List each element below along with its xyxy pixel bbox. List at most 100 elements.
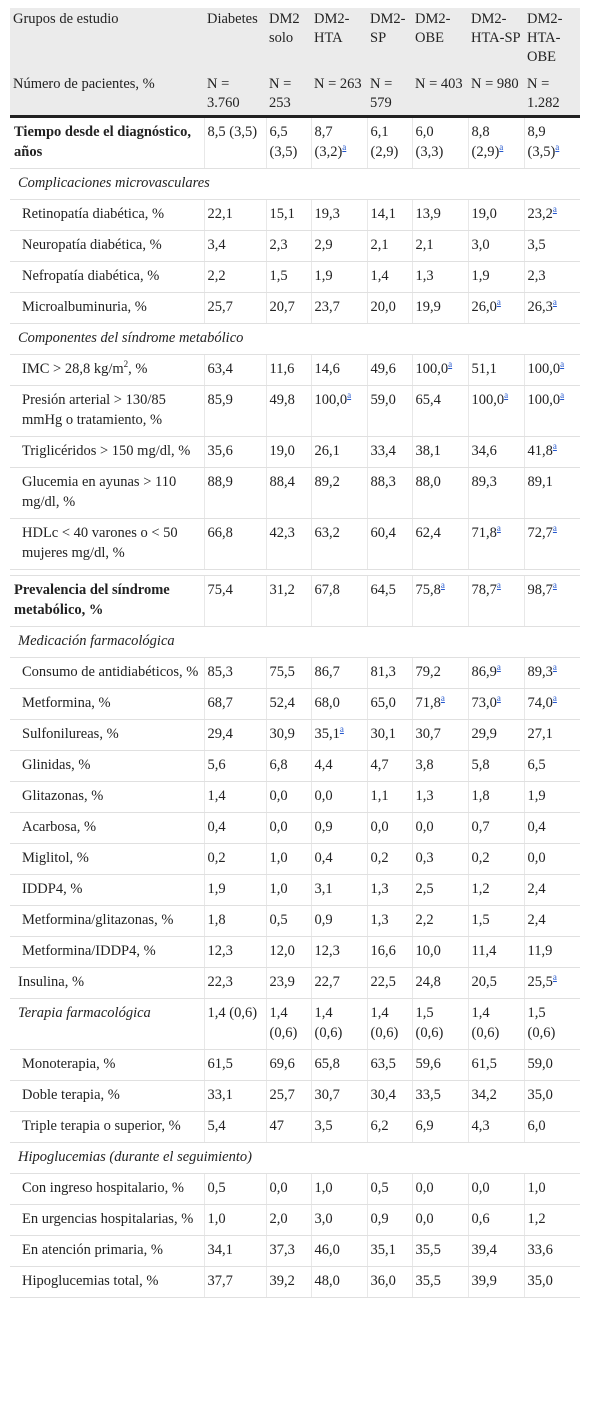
cell-value: 0,0 [269,819,288,835]
value-cell: 11,6 [266,354,312,386]
value-cell: 0,0 [311,781,368,813]
value-cell: 6,0 (3,3) [412,116,469,169]
footnote-mark: a [553,662,557,672]
section-header-row: Medicación farmacológica [10,626,580,658]
table-row: En atención primaria, % 34,1 37,3 46,0 35,1 3… [10,1235,580,1267]
cell-value: 2,2 [415,912,434,928]
cell-value: 19,3 [314,206,340,222]
table-row: Presión arterial > 130/85 mmHg o tratami… [10,385,580,437]
footnote-link[interactable]: a [496,662,501,673]
value-cell: 33,6 [524,1235,580,1267]
cell-value: 79,2 [415,664,441,680]
cell-value: 22,5 [370,974,396,990]
value-cell: 1,4 (0,6) [311,998,368,1050]
value-cell: 30,4 [367,1080,413,1112]
value-cell: 26,1 [311,436,368,468]
cell-value: 3,1 [314,881,333,897]
footnote-mark: a [497,297,501,307]
cell-value: 5,4 [207,1118,226,1134]
section-title: Complicaciones microvasculares [10,168,580,200]
table-row: Tiempo desde el diagnóstico, años 8,5 (3,… [10,116,580,169]
cell-value: 23,9 [269,974,295,990]
value-cell: 6,5 (3,5) [266,116,312,169]
value-cell: 6,9 [412,1111,469,1143]
footnote-link[interactable]: a [339,724,344,735]
cell-value: 64,5 [370,582,396,598]
row-label-text: Prevalencia del síndrome metabólico, % [14,582,170,618]
row-label-text: Triple terapia o superior, % [22,1118,181,1134]
value-cell: 1,1 [367,781,413,813]
row-label: Monoterapia, % [10,1049,205,1081]
cell-value: 0,2 [207,850,226,866]
value-cell: 26,3a [524,292,580,324]
value-cell: 3,0 [468,230,525,262]
cell-value: 22,7 [314,974,340,990]
cell-value: 1,4 (0,6) [207,1005,258,1021]
table-header: Grupos de estudio Diabetes DM2 solo DM2-HTA… [10,8,580,118]
header-group-cell-3: DM2-HTA [311,8,367,73]
footnote-link[interactable]: a [555,142,560,153]
footnote-mark: a [347,390,351,400]
footnote-mark: a [504,390,508,400]
cell-value: 19,0 [471,206,497,222]
footnote-mark: a [441,580,445,590]
row-label-text: Retinopatía diabética, % [22,206,165,222]
value-cell: 86,9a [468,657,525,689]
table-row: Nefropatía diabética, % 2,2 1,5 1,9 1,4 1,3 1,… [10,261,580,293]
row-label: Tiempo desde el diagnóstico, años [10,116,205,169]
footnote-link[interactable]: a [496,580,501,591]
value-cell: 2,0 [266,1204,312,1236]
results-table: Grupos de estudio Diabetes DM2 solo DM2-HTA… [10,8,580,1298]
cell-value: 0,5 [269,912,288,928]
row-label-text: HDLc < 40 varones o < 50 mujeres mg/dl, … [22,525,178,561]
value-cell: 6,5 [524,750,580,782]
footnote-link[interactable]: a [552,693,557,704]
value-cell: 2,9 [311,230,368,262]
footnote-link[interactable]: a [560,390,565,401]
footnote-link[interactable]: a [552,441,557,452]
row-label-text: Metformina/glitazonas, % [22,912,174,928]
value-cell: 2,4 [524,905,580,937]
value-cell: 89,2 [311,467,368,519]
footnote-link[interactable]: a [552,662,557,673]
cell-value: 34,1 [207,1242,233,1258]
footnote-link[interactable]: a [496,523,501,534]
footnote-link[interactable]: a [342,142,347,153]
value-cell: 39,9 [468,1266,525,1298]
footnote-link[interactable]: a [552,204,557,215]
table-row: Doble terapia, % 33,1 25,7 30,7 30,4 33,5 34,2… [10,1080,580,1112]
cell-value: 62,4 [415,525,441,541]
footnote-link[interactable]: a [440,693,445,704]
cell-value: 89,1 [527,474,553,490]
value-cell: 30,7 [311,1080,368,1112]
footnote-link[interactable]: a [440,580,445,591]
cell-value: 65,0 [370,695,396,711]
value-cell: 65,4 [412,385,469,437]
cell-value: 0,0 [471,1180,490,1196]
value-cell: 1,2 [468,874,525,906]
cell-value: 6,5 (3,5) [269,124,298,160]
value-cell: 73,0a [468,688,525,720]
value-cell: 12,3 [311,936,368,968]
footnote-link[interactable]: a [504,390,509,401]
cell-value: 0,0 [415,1211,434,1227]
cell-value: 71,8 [471,525,497,541]
footnote-link[interactable]: a [448,359,453,370]
cell-value: 1,4 [370,268,389,284]
row-label-text: IDDP4, % [22,881,83,897]
cell-value: 88,0 [415,474,441,490]
footnote-link[interactable]: a [552,297,557,308]
footnote-link[interactable]: a [347,390,352,401]
cell-value: 0,0 [269,788,288,804]
footnote-link[interactable]: a [552,972,557,983]
footnote-link[interactable]: a [552,523,557,534]
footnote-link[interactable]: a [499,142,504,153]
footnote-link[interactable]: a [560,359,565,370]
cell-value: 35,0 [527,1087,553,1103]
footnote-link[interactable]: a [552,580,557,591]
footnote-link[interactable]: a [496,693,501,704]
cell-value: 85,9 [207,392,233,408]
footnote-link[interactable]: a [496,297,501,308]
cell-value: 35,5 [415,1242,441,1258]
value-cell: 30,9 [266,719,312,751]
